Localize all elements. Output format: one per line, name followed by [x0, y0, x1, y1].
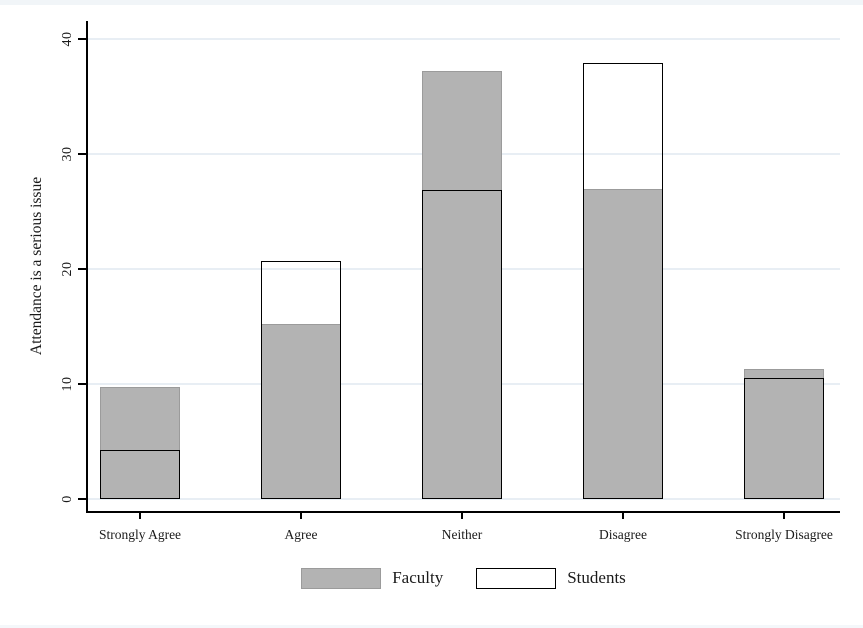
window-bottom-strip	[0, 625, 863, 628]
legend-swatch-students	[476, 567, 557, 589]
y-tick-40	[78, 38, 86, 40]
bar-faculty-strongly-disagree	[744, 369, 824, 499]
legend: Faculty Students	[87, 565, 840, 591]
y-tick-30	[78, 153, 86, 155]
legend-item-faculty: Faculty	[301, 567, 444, 589]
y-tick-20	[78, 268, 86, 270]
x-tick-neither	[461, 512, 463, 519]
x-tick-label-agree: Agree	[284, 527, 318, 542]
legend-item-students: Students	[476, 567, 626, 589]
bar-students-neither	[422, 189, 502, 499]
gridline-y-40	[88, 38, 840, 40]
legend-label-faculty: Faculty	[392, 568, 444, 587]
legend-swatch-faculty	[301, 567, 382, 589]
x-tick-agree	[300, 512, 302, 519]
y-axis-line	[86, 21, 88, 512]
window-top-strip	[0, 0, 863, 5]
bar-students-strongly-agree	[100, 449, 180, 499]
bar-students-agree	[261, 260, 341, 499]
x-tick-label-neither: Neither	[441, 527, 483, 542]
x-tick-disagree	[622, 512, 624, 519]
y-axis-title: Attendance is a serious issue	[28, 176, 45, 356]
x-tick-strongly-agree	[139, 512, 141, 519]
x-tick-label-disagree: Disagree	[599, 527, 647, 542]
x-axis-line	[86, 511, 840, 513]
y-tick-0	[78, 498, 86, 500]
x-tick-label-strongly-disagree: Strongly Disagree	[735, 527, 833, 542]
y-tick-label-30: 30	[60, 146, 75, 162]
y-tick-label-0: 0	[60, 495, 75, 503]
bar-students-strongly-disagree	[744, 378, 824, 499]
y-tick-label-40: 40	[60, 31, 75, 47]
y-tick-10	[78, 383, 86, 385]
gridline-y-0	[88, 498, 840, 500]
x-tick-strongly-disagree	[783, 512, 785, 519]
legend-label-students: Students	[567, 568, 626, 587]
bar-students-disagree	[583, 63, 663, 499]
y-tick-label-10: 10	[60, 376, 75, 392]
y-tick-label-20: 20	[60, 261, 75, 277]
x-tick-label-strongly-agree: Strongly Agree	[98, 527, 182, 542]
